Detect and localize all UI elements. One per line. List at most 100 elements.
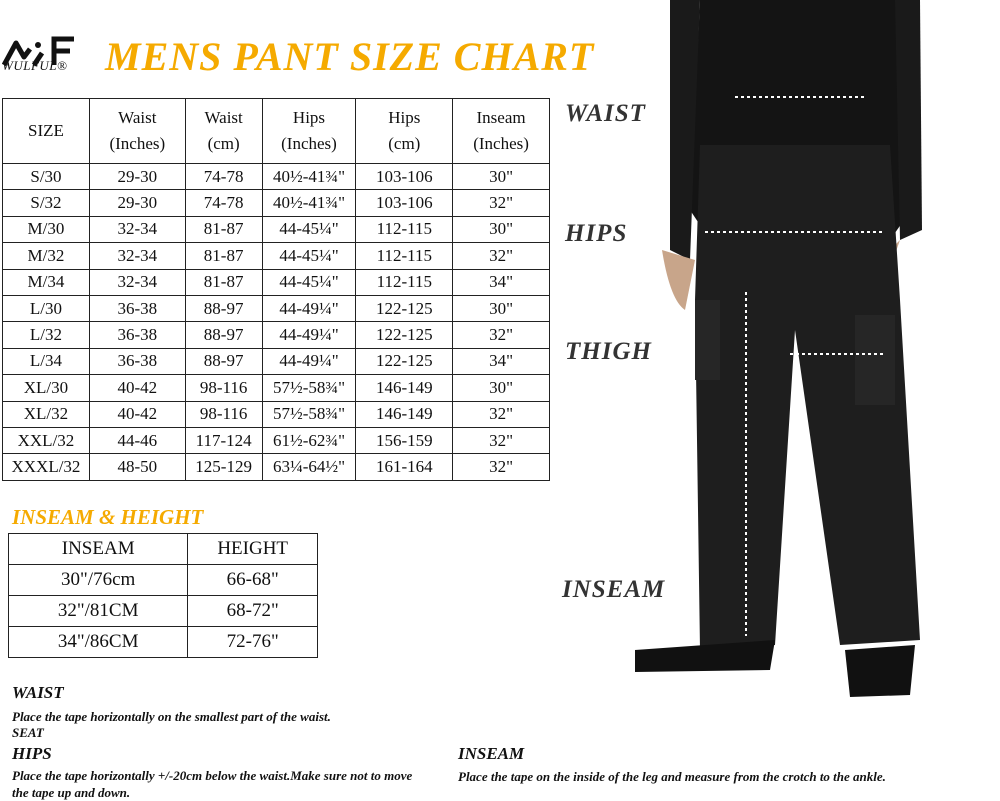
table-cell: XL/32 [2,400,90,428]
table-cell: 29-30 [88,162,186,191]
column-header: Hips (cm) [355,98,454,164]
inseam-height-title: INSEAM & HEIGHT [12,505,204,529]
table-cell: 30" [452,374,550,402]
table-cell: 156-159 [355,426,454,455]
table-cell: 57½-58¾" [261,400,357,428]
table-cell: 88-97 [184,294,263,323]
table-row: L/32 36-38 88-97 44-49¼" 122-125 32" [2,321,550,349]
header-text: Waist [204,108,243,127]
table-cell: 68-72" [187,595,318,627]
table-cell: 117-124 [184,426,263,455]
table-cell: XXXL/32 [2,453,90,481]
table-cell: 34" [452,268,550,296]
table-cell: 32" [452,453,550,481]
label-hips: HIPS [565,220,628,247]
table-row: XL/30 40-42 98-116 57½-58¾" 146-149 30" [2,374,550,402]
header-text: (Inches) [109,134,166,153]
table-cell: 32" [452,400,550,428]
header-text: Hips [388,108,421,127]
table-cell: 74-78 [184,189,263,217]
table-cell: 36-38 [88,321,186,349]
inseam-heading: INSEAM [458,744,525,763]
table-cell: 44-45¼" [261,242,357,270]
table-cell: XL/30 [2,374,90,402]
table-cell: 88-97 [184,347,263,376]
header-text: (Inches) [473,134,529,153]
header-text: SIZE [28,121,64,140]
table-row: S/32 29-30 74-78 40½-41¾" 103-106 32" [2,189,550,217]
page-title: MENS PANT SIZE CHART [105,34,595,79]
table-cell: 44-49¼" [261,294,357,323]
header-text: Waist [118,108,157,127]
table-cell: 32" [452,189,550,217]
table-cell: 32"/81CM [7,595,189,627]
table-cell: 98-116 [184,374,263,402]
table-row: XXXL/32 48-50 125-129 63¼-64½" 161-164 32" [2,453,550,481]
table-cell: 40-42 [88,374,186,402]
table-row: XXL/32 44-46 117-124 61½-62¾" 156-159 32" [2,426,550,455]
table-cell: 34"/86CM [7,626,189,658]
table-cell: 81-87 [184,215,263,244]
table-cell: 30" [452,162,550,191]
table-cell: 66-68" [187,564,318,596]
table-cell: 36-38 [88,347,186,376]
table-row: 34"/86CM 72-76" [7,626,318,658]
table-cell: 44-45¼" [261,268,357,296]
table-cell: 36-38 [88,294,186,323]
hips-heading: HIPS [12,744,52,763]
table-cell: 32-34 [88,268,186,296]
table-cell: 34" [452,347,550,376]
table-cell: 30"/76cm [7,564,189,596]
table-row: L/34 36-38 88-97 44-49¼" 122-125 34" [2,347,550,376]
table-cell: 161-164 [355,453,454,481]
column-header: Hips (Inches) [261,98,357,164]
seat-text: SEAT [12,725,44,740]
label-thigh: THIGH [565,338,652,365]
table-row: S/30 29-30 74-78 40½-41¾" 103-106 30" [2,162,550,191]
table-cell: 63¼-64½" [261,453,357,481]
table-cell: 122-125 [355,347,454,376]
table-cell: 125-129 [184,453,263,481]
waist-text: Place the tape horizontally on the small… [12,709,331,724]
size-table: SIZE Waist (Inches) Waist (cm) Hips (Inches) Hi… [2,98,550,481]
column-header: Inseam (Inches) [452,98,550,164]
table-cell: 29-30 [88,189,186,217]
table-cell: 30" [452,215,550,244]
table-cell: 88-97 [184,321,263,349]
table-row: 30"/76cm 66-68" [7,564,318,596]
column-header: Waist (Inches) [88,98,186,164]
waist-heading: WAIST [12,683,64,702]
table-cell: 44-46 [88,426,186,455]
table-cell: 112-115 [355,215,454,244]
table-cell: 122-125 [355,321,454,349]
table-cell: 81-87 [184,242,263,270]
table-cell: L/34 [2,347,90,376]
table-cell: 44-49¼" [261,347,357,376]
header-row: SIZE Waist (Inches) Waist (cm) Hips (Inches) Hi… [2,98,550,164]
table-cell: 112-115 [355,268,454,296]
table-cell: 57½-58¾" [261,374,357,402]
table-cell: 32-34 [88,242,186,270]
column-header: Waist (cm) [184,98,263,164]
column-header: SIZE [2,98,90,164]
table-cell: 32" [452,426,550,455]
table-cell: 32" [452,242,550,270]
table-cell: 98-116 [184,400,263,428]
table-row: 32"/81CM 68-72" [7,595,318,627]
table-cell: 103-106 [355,162,454,191]
table-cell: M/32 [2,242,90,270]
table-row: L/30 36-38 88-97 44-49¼" 122-125 30" [2,294,550,323]
table-row: M/34 32-34 81-87 44-45¼" 112-115 34" [2,268,550,296]
table-cell: 40½-41¾" [261,189,357,217]
inseam-height-table: INSEAM HEIGHT 30"/76cm 66-68" 32"/81CM 68-72"… [7,533,318,658]
table-cell: XXL/32 [2,426,90,455]
table-cell: 74-78 [184,162,263,191]
table-cell: 146-149 [355,400,454,428]
table-cell: 61½-62¾" [261,426,357,455]
brand-name: WULFUL® [2,58,68,73]
table-cell: 112-115 [355,242,454,270]
header-text: (cm) [388,134,421,153]
header-row: INSEAM HEIGHT [7,533,318,565]
brand-logo [2,36,74,67]
inseam-text: Place the tape on the inside of the leg … [458,769,886,784]
